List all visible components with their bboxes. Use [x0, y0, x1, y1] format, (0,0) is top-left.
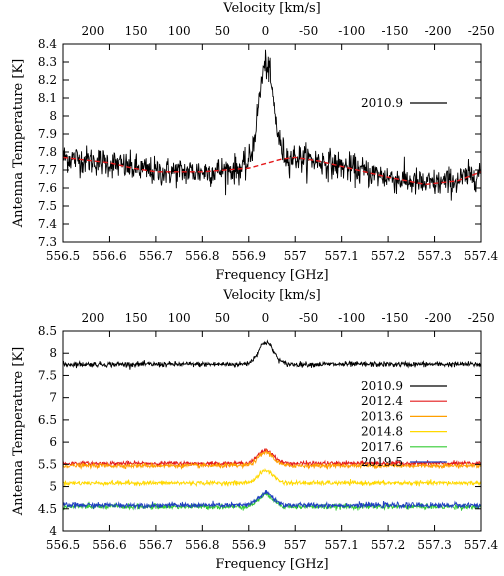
y-tick-label: 8.1: [38, 91, 57, 105]
y-tick-label: 8.3: [38, 55, 57, 69]
x-tick-label: 556.7: [139, 249, 173, 263]
series-line-2017.6: [63, 491, 481, 511]
x-tick-label: 557.2: [371, 538, 405, 552]
legend: 2010.9: [361, 96, 447, 110]
y-tick-label: 5.5: [38, 457, 57, 471]
plot-area: [63, 49, 481, 201]
x-tick-label: 557.4: [464, 538, 499, 552]
y-axis-title: Antenna Temperature [K]: [11, 59, 26, 228]
x-tick-label: 556.9: [232, 249, 266, 263]
legend-label: 2010.9: [361, 96, 403, 110]
x2-tick-label: 200: [81, 311, 104, 325]
y-tick-label: 7.8: [38, 145, 57, 159]
x-tick-label: 557.1: [324, 538, 358, 552]
legend-label: 2012.4: [361, 394, 403, 408]
x2-axis-title: Velocity [km/s]: [222, 1, 320, 16]
chart-panel-1: 556.5 556.6 556.7 556.8 556.9 557 557.1 557.2 55…: [11, 1, 499, 283]
x2-tick-label: 200: [81, 24, 104, 38]
plot-frame: [62, 43, 482, 243]
x2-tick-label: 0: [262, 311, 270, 325]
y-tick-label: 8: [49, 109, 57, 123]
y-tick-label: 7.3: [38, 235, 57, 249]
x-tick-label: 557.2: [371, 249, 405, 263]
x2-tick-label: 150: [125, 311, 148, 325]
x2-tick-label: -50: [299, 24, 318, 38]
x-tick-label: 556.5: [46, 249, 80, 263]
x-tick-label: 557: [284, 538, 307, 552]
series-line-2010.9: [63, 339, 481, 370]
x2-tick-label: 0: [262, 24, 270, 38]
y-tick-label: 7.5: [38, 368, 57, 382]
x2-tick-label: -150: [381, 24, 408, 38]
legend-label: 2017.6: [361, 440, 403, 454]
x-tick-label: 557.3: [417, 538, 451, 552]
x-tick-label: 556.8: [185, 249, 219, 263]
y-tick-label: 7.7: [38, 163, 57, 177]
x2-tick-label: -50: [299, 311, 318, 325]
y-tick-label: 8: [49, 346, 57, 360]
x2-tick-label: -150: [381, 311, 408, 325]
x-tick-label: 557.4: [464, 249, 499, 263]
x-tick-label: 556.6: [92, 538, 126, 552]
y-tick-label: 6: [49, 435, 57, 449]
x2-tick-label: 150: [125, 24, 148, 38]
x-axis-title: Frequency [GHz]: [215, 268, 328, 283]
legend-label: 2010.9: [361, 379, 403, 393]
x-tick-label: 557.1: [324, 249, 358, 263]
x-tick-label: 556.8: [185, 538, 219, 552]
x2-tick-label: 100: [168, 24, 191, 38]
x-axis-title: Frequency [GHz]: [215, 557, 328, 572]
y-tick-label: 7.5: [38, 199, 57, 213]
series-line-2010.9: [63, 49, 481, 201]
y-axis-title: Antenna Temperature [K]: [11, 347, 26, 516]
x2-tick-label: -250: [468, 311, 495, 325]
x-tick-label: 556.6: [92, 249, 126, 263]
y-tick-label: 8.4: [38, 37, 57, 51]
y-tick-label: 7.9: [38, 127, 57, 141]
x-tick-label: 557: [284, 249, 307, 263]
x2-tick-label: -100: [338, 311, 365, 325]
y-tick-label: 5: [49, 480, 57, 494]
x-tick-label: 556.5: [46, 538, 80, 552]
x-tick-label: 556.7: [139, 538, 173, 552]
y-tick-label: 6.5: [38, 413, 57, 427]
x2-tick-label: -100: [338, 24, 365, 38]
x2-tick-label: -200: [425, 311, 452, 325]
x2-tick-label: -200: [425, 24, 452, 38]
y-tick-label: 7: [49, 391, 57, 405]
y-tick-label: 4.5: [38, 502, 57, 516]
series-line-2013.6: [63, 448, 481, 470]
legend-label: 2013.6: [361, 409, 403, 423]
legend-label: 2014.8: [361, 425, 403, 439]
chart-panel-2: 556.5 556.6 556.7 556.8 556.9 557 557.1 557.2 55…: [11, 288, 499, 572]
y-tick-label: 7.4: [38, 217, 57, 231]
y-tick-label: 8.2: [38, 73, 57, 87]
legend-label: 2019.5: [361, 455, 403, 469]
x2-tick-label: -250: [468, 24, 495, 38]
y-tick-label: 4: [49, 524, 57, 538]
y-tick-label: 7.6: [38, 181, 57, 195]
x2-tick-label: 50: [215, 311, 230, 325]
y-tick-label: 8.5: [38, 324, 57, 338]
x2-axis-title: Velocity [km/s]: [222, 288, 320, 303]
series-line-2014.8: [63, 467, 481, 488]
x2-tick-label: 100: [168, 311, 191, 325]
x2-tick-label: 50: [215, 24, 230, 38]
x-tick-label: 556.9: [232, 538, 266, 552]
plot-frame: [62, 330, 482, 532]
plot-area: [63, 339, 481, 511]
series-line-fit: [63, 156, 481, 186]
series-line-2019.5: [63, 490, 481, 511]
x-tick-label: 557.3: [417, 249, 451, 263]
